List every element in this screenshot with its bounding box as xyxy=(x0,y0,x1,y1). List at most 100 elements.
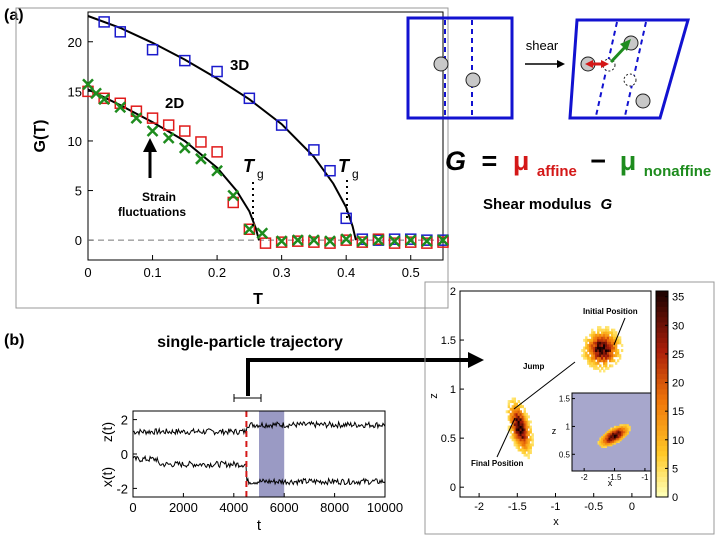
heatmap-cell xyxy=(515,435,519,439)
heatmap-cell xyxy=(523,435,526,439)
inset-cell xyxy=(615,427,618,430)
heatmap-cell xyxy=(589,359,592,363)
x-tick-label: 0 xyxy=(129,500,136,515)
heatmap-cell xyxy=(593,364,596,368)
heatmap-cell xyxy=(517,417,520,421)
inset-cell xyxy=(617,430,620,433)
heatmap-cell xyxy=(585,354,588,358)
heatmap-cell xyxy=(608,341,612,345)
inset-cell xyxy=(604,439,608,442)
inset-cell xyxy=(617,429,620,432)
heatmap-cell xyxy=(599,338,602,342)
heatmap-cell xyxy=(597,328,600,332)
heatmap-cell xyxy=(601,359,604,363)
heatmap-cell xyxy=(605,343,608,347)
heatmap-cell xyxy=(509,428,513,432)
heatmap-cell xyxy=(595,351,598,355)
data-point-x xyxy=(308,234,320,247)
heatmap-cell xyxy=(591,354,594,358)
heatmap-cell xyxy=(608,359,612,363)
inset-cell xyxy=(613,430,617,433)
heatmap-ticks: -2 -1.5 -1 -0.5 0 0 0.5 1 1.5 2 xyxy=(441,286,635,513)
panel-a-frame xyxy=(15,7,449,309)
inset-cell xyxy=(621,424,624,427)
inset-cells xyxy=(597,424,631,448)
colorbar-segment xyxy=(656,414,668,421)
heatmap-cell xyxy=(527,430,530,434)
data-point-square xyxy=(195,136,207,148)
inset-cell xyxy=(602,434,606,437)
inset-cell xyxy=(612,440,615,443)
inset-cell xyxy=(612,442,615,445)
inset-cell xyxy=(612,434,615,437)
heatmap-cell xyxy=(525,435,528,439)
heatmap-cell xyxy=(599,369,602,373)
heatmap-cell xyxy=(605,349,608,353)
inset-cell xyxy=(602,437,606,440)
heatmap-cell xyxy=(517,435,520,439)
heatmap-cell xyxy=(608,349,612,353)
heatmap-cell xyxy=(605,364,608,368)
heatmap-cell xyxy=(529,451,532,455)
colorbar-segment xyxy=(656,466,668,472)
inset-cell xyxy=(610,439,613,442)
inset-cell xyxy=(615,432,618,435)
heatmap-cell xyxy=(517,412,520,416)
colorbar-segment xyxy=(656,460,668,467)
inset-cell xyxy=(602,444,606,447)
heatmap-cell xyxy=(521,423,524,426)
heatmap-cell xyxy=(515,443,519,447)
heatmap-cell xyxy=(523,415,526,419)
heatmap-cell xyxy=(517,405,520,409)
heatmap-cell xyxy=(515,412,519,416)
inset-cell xyxy=(624,430,628,433)
heatmap-cell xyxy=(610,328,614,332)
colorbar-segment xyxy=(656,327,668,333)
heatmap-cell xyxy=(608,354,612,358)
heatmap-cell xyxy=(527,445,530,449)
sheared-line-right xyxy=(624,21,647,117)
heatmap-cell xyxy=(599,328,602,332)
heatmap-cell xyxy=(591,341,594,345)
inset-cell xyxy=(606,437,609,440)
heatmap-cell xyxy=(513,420,517,424)
inset-cell xyxy=(613,432,617,435)
inset-cell xyxy=(610,440,613,443)
heatmap-cell xyxy=(521,443,524,447)
heatmap-cell xyxy=(507,415,511,419)
inset-cell xyxy=(601,435,604,438)
inset-cell xyxy=(623,427,626,430)
colorbar-segment xyxy=(656,491,668,498)
heatmap-cell xyxy=(511,405,515,409)
inset-cell xyxy=(608,437,611,440)
heatmap-cell xyxy=(507,402,511,406)
heatmap-cell xyxy=(616,338,620,342)
final-position-pointer xyxy=(496,417,516,458)
data-point-x xyxy=(324,235,336,248)
heatmap-cell xyxy=(593,338,596,342)
heatmap-cell xyxy=(521,405,524,409)
x-tick-label: 0 xyxy=(629,501,635,513)
heatmap-cell xyxy=(610,331,614,335)
heatmap-cell xyxy=(527,448,530,452)
heatmap-cell xyxy=(595,343,598,347)
inset-cell xyxy=(613,442,617,445)
inset-cell xyxy=(602,440,606,443)
heatmap-cell xyxy=(597,341,600,345)
colorbar-frame xyxy=(655,290,669,498)
heatmap-cell xyxy=(513,397,517,401)
inset-cell xyxy=(604,434,608,437)
inset-cell xyxy=(615,435,618,438)
inset-cell xyxy=(602,435,606,438)
inset-cell xyxy=(621,430,624,433)
inset-cell xyxy=(626,427,629,430)
heatmap-cell xyxy=(515,417,519,421)
data-point-square xyxy=(243,92,256,105)
heatmap-cell xyxy=(610,343,614,347)
colorbar-segment xyxy=(656,445,668,452)
y-tick-label: 15 xyxy=(68,84,82,99)
heatmap-cell xyxy=(603,346,606,350)
data-point-x xyxy=(340,233,353,246)
heatmap-cell xyxy=(517,423,520,426)
